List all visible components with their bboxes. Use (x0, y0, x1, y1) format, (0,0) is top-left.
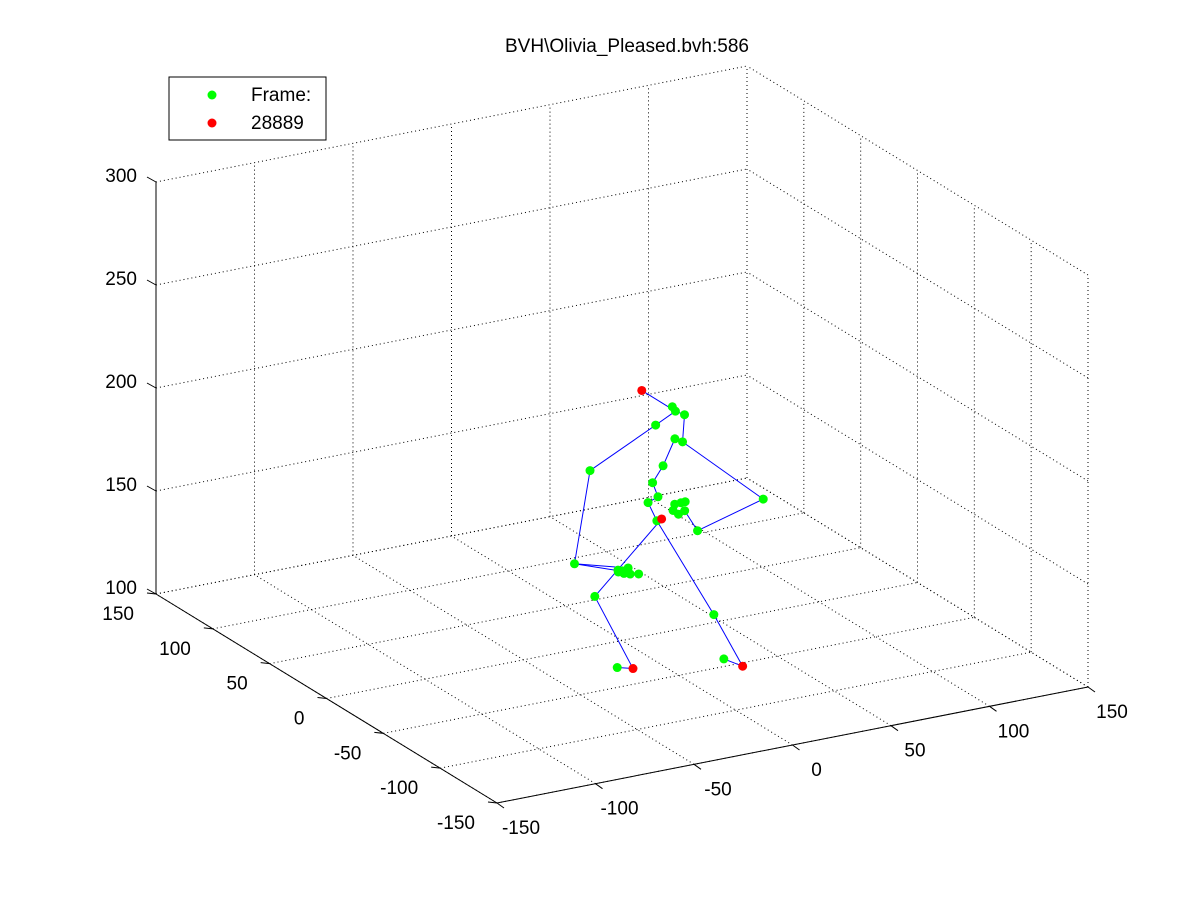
x-tick-label: 100 (998, 721, 1030, 742)
grid-line-floor-y (269, 547, 861, 665)
x-tick-label: -100 (600, 799, 638, 820)
data-point-frame (709, 610, 719, 620)
data-points (569, 385, 768, 674)
data-point-frame (653, 492, 663, 502)
x-tick-mark (890, 725, 899, 732)
grid-line-backwall-z (155, 271, 748, 389)
grid-line-floor-y (326, 582, 918, 699)
grid-line-backwall-z (155, 477, 748, 595)
y-tick-label: -150 (437, 813, 475, 834)
x-tick-label: 50 (904, 741, 925, 762)
data-point-frame (673, 509, 683, 519)
skeleton-bone (594, 596, 634, 669)
skeleton-bone (662, 438, 676, 467)
z-tick-mark (146, 485, 157, 492)
y-tick-label: -100 (380, 778, 418, 799)
tick-labels: -150 -100 -50 0 50 100 150 -150 -100 -50 0 50 100 150… (102, 166, 1128, 839)
data-point-frame (634, 569, 644, 579)
y-tick-label: 150 (102, 604, 134, 625)
legend-marker-28889 (207, 118, 217, 128)
y-tick-mark (146, 592, 157, 595)
y-tick-label: 0 (294, 709, 305, 730)
x-tick-mark (792, 744, 800, 751)
data-point-frame (693, 526, 703, 536)
data-point-frame (670, 406, 680, 416)
grid-line-floor-y (383, 616, 975, 734)
z-tick-mark (146, 588, 157, 595)
z-tick-label: 300 (105, 166, 137, 187)
data-point-28889 (628, 664, 638, 674)
data-point-frame (590, 591, 600, 601)
skeleton-bone (589, 424, 656, 471)
z-tick-label: 250 (105, 269, 137, 290)
data-point-28889 (738, 661, 748, 671)
data-point-frame (719, 654, 729, 664)
y-tick-mark (374, 731, 384, 734)
z-tick-label: 200 (105, 372, 137, 393)
z-tick-mark (146, 176, 157, 183)
x-tick-mark (1087, 686, 1096, 693)
z-tick-label: 100 (105, 578, 137, 599)
x-tick-label: 150 (1096, 702, 1128, 723)
data-point-frame (625, 569, 635, 579)
data-point-frame (643, 498, 653, 508)
legend-marker-frame (207, 90, 217, 100)
legend-label-28889: 28889 (251, 113, 304, 134)
skeleton-bone (697, 498, 764, 532)
skeleton-bone (594, 518, 663, 597)
grid-line-floor-y (212, 512, 804, 630)
skeleton-bone (656, 520, 715, 615)
x-tick-label: -50 (704, 779, 731, 800)
skeleton-bone (713, 614, 744, 667)
data-point-frame (612, 663, 622, 673)
z-tick-label: 150 (105, 475, 137, 496)
grid-line-backwall-z (155, 65, 748, 183)
chart-title: BVH\Olivia_Pleased.bvh:586 (505, 36, 749, 57)
z-tick-mark (146, 279, 157, 286)
x-tick-mark (989, 705, 997, 712)
skeleton-bone (574, 470, 591, 564)
data-point-frame (585, 466, 595, 476)
data-point-frame (658, 461, 668, 471)
x-tick-mark (595, 783, 603, 790)
grid-line-backwall-z (155, 374, 748, 492)
legend[interactable]: Frame: 28889 (168, 76, 327, 141)
data-point-frame (678, 437, 688, 447)
x-tick-label: 0 (811, 760, 822, 781)
x-tick-mark (496, 802, 505, 809)
data-point-28889 (657, 514, 667, 524)
legend-label-frame: Frame: (251, 85, 311, 106)
y-tick-mark (203, 627, 213, 630)
y-tick-label: 100 (159, 639, 191, 660)
y-tick-mark (260, 662, 270, 665)
grid-line-backwall-z (155, 168, 748, 286)
z-tick-mark (146, 382, 157, 389)
data-point-frame (680, 410, 690, 420)
axis-lines (146, 176, 1096, 809)
y-tick-mark (487, 801, 498, 804)
skeleton-bone (682, 441, 764, 500)
data-point-frame (648, 478, 658, 488)
x-tick-label: -150 (502, 818, 540, 839)
y-tick-label: -50 (334, 743, 361, 764)
y-tick-mark (317, 697, 327, 699)
data-point-frame (613, 565, 623, 575)
data-point-frame (758, 494, 768, 504)
y-tick-mark (431, 766, 441, 769)
grid-line-floor-y (440, 651, 1032, 769)
x-tick-mark (693, 763, 702, 770)
y-tick-label: 50 (227, 674, 248, 695)
data-point-frame (670, 434, 680, 444)
data-point-frame (569, 559, 579, 569)
data-point-28889 (637, 385, 647, 395)
data-point-frame (651, 420, 661, 430)
legend-box (168, 76, 327, 141)
skeleton-bone (682, 414, 686, 442)
